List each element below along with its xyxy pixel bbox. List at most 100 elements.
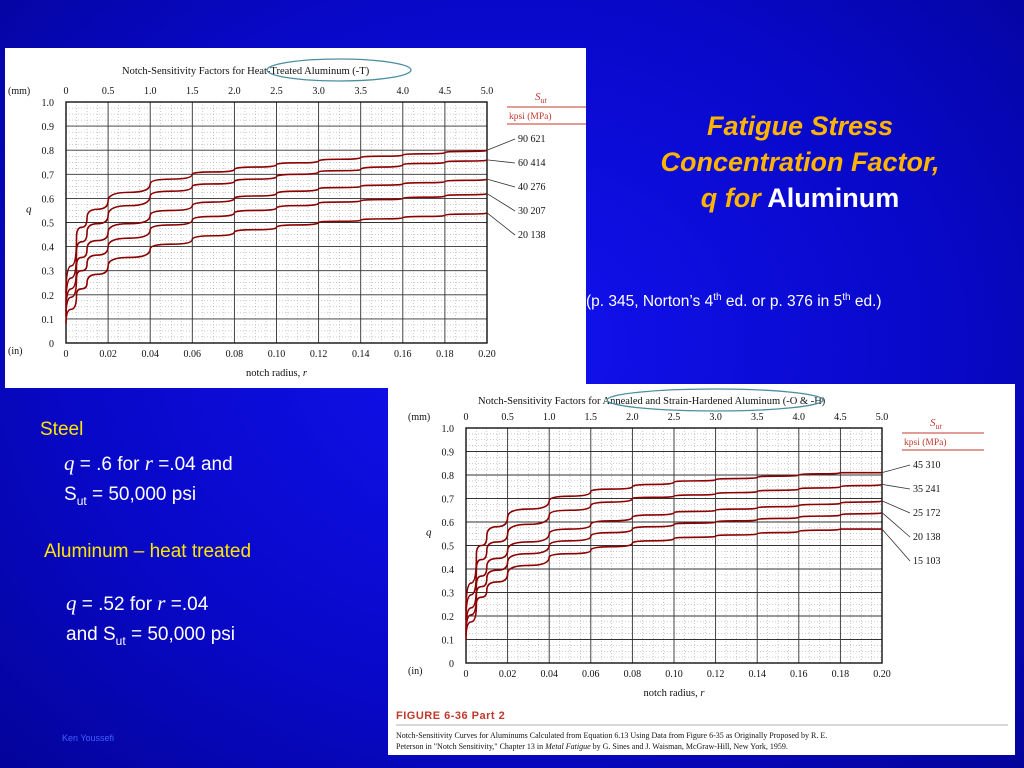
chart-annealed-svg: Notch-Sensitivity Factors for Annealed a…	[396, 388, 1008, 751]
bottom-tick-label: 0.10	[268, 349, 286, 360]
series-curve	[465, 500, 883, 631]
bottom-tick-label: 0	[464, 669, 469, 680]
x-axis-label-var: r	[303, 368, 308, 379]
bottom-tick-label: 0.10	[665, 669, 683, 680]
legend-leader-line	[881, 484, 911, 490]
al-sut-line: and Sut = 50,000 psi	[66, 624, 235, 648]
bottom-tick-label: 0.02	[499, 669, 517, 680]
top-tick-label: 5.0	[876, 412, 889, 423]
y-tick-label: 0.5	[42, 219, 55, 230]
legend-title-sub: ut	[541, 96, 548, 105]
y-tick-label: 1.0	[442, 424, 455, 435]
top-tick-label: 5.0	[481, 86, 494, 97]
plot-frame	[465, 427, 883, 664]
chart-title-prefix: Notch-Sensitivity Factors for	[478, 396, 603, 407]
top-axis-unit: (mm)	[408, 412, 430, 423]
al-q-line: q = .52 for r =.04	[66, 591, 208, 616]
bottom-tick-label: 0.06	[184, 349, 202, 360]
x-axis-label-text: notch radius,	[644, 688, 701, 699]
title-for: for	[717, 183, 761, 213]
y-tick-label: 1.0	[42, 98, 55, 109]
title-line-2: Concentration Factor,	[660, 147, 940, 177]
title-q: q	[700, 183, 718, 213]
legend-leader-line	[486, 193, 516, 212]
al-q-var: q	[66, 591, 77, 615]
top-tick-label: 2.5	[270, 86, 283, 97]
bottom-tick-label: 0.08	[624, 669, 642, 680]
title-line-1: Fatigue Stress	[706, 111, 894, 141]
legend-entry: 20 138	[913, 532, 941, 543]
steel-r-var: r	[144, 451, 153, 475]
top-tick-label: 3.0	[312, 86, 325, 97]
legend-title-S: S	[930, 417, 936, 429]
steel-heading: Steel	[40, 419, 84, 440]
bottom-tick-label: 0.06	[582, 669, 600, 680]
top-tick-label: 2.5	[668, 412, 681, 423]
bottom-tick-label: 0.20	[873, 669, 891, 680]
reference-post: ed.)	[850, 293, 882, 311]
al-sut-sub: ut	[115, 633, 126, 648]
bottom-tick-label: 0.16	[790, 669, 808, 680]
series-curve	[465, 528, 882, 640]
legend-header: kpsi (MPa)	[509, 111, 552, 122]
bottom-tick-label: 0.04	[141, 349, 159, 360]
top-tick-label: 3.5	[751, 412, 764, 423]
steel-sut-line: Sut = 50,000 psi	[64, 484, 196, 508]
legend-entry: 60 414	[518, 158, 546, 169]
series-curve	[65, 149, 488, 295]
bottom-axis-unit: (in)	[408, 666, 422, 677]
y-tick-label: 0.6	[42, 194, 55, 205]
legend-entry: 20 138	[518, 230, 546, 241]
legend-leader-line	[881, 464, 911, 474]
legend-leader-line	[486, 159, 516, 164]
caption-line-2-post: by G. Sines and J. Waisman, McGraw-Hill,…	[591, 742, 788, 751]
y-axis-label: q	[426, 527, 432, 539]
bottom-tick-label: 0.12	[310, 349, 328, 360]
y-tick-label: 0.3	[42, 267, 55, 278]
bottom-axis-unit: (in)	[8, 346, 22, 357]
legend-entry: 35 241	[913, 484, 941, 495]
legend-entry: 25 172	[913, 508, 941, 519]
x-axis-label-var: r	[700, 688, 705, 699]
top-tick-label: 1.5	[585, 412, 598, 423]
steel-q-line: q = .6 for r =.04 and	[64, 451, 233, 476]
chart-annealed: Notch-Sensitivity Factors for Annealed a…	[388, 384, 1015, 755]
bottom-tick-label: 0.14	[748, 669, 766, 680]
y-tick-label: 0.1	[42, 315, 55, 326]
x-axis-label: notch radius, r	[644, 688, 706, 699]
top-tick-label: 2.0	[626, 412, 639, 423]
top-tick-label: 0	[464, 412, 469, 423]
reference-pre: (p. 345, Norton’s 4	[586, 293, 714, 311]
y-tick-label: 0.9	[42, 122, 55, 133]
title-highlight-ellipse	[266, 58, 412, 82]
steel-sut-sub: ut	[76, 493, 87, 508]
top-tick-label: 0	[64, 86, 69, 97]
series-curve	[65, 192, 488, 317]
legend-entry: 15 103	[913, 556, 941, 567]
legend-leader-line	[486, 212, 516, 236]
reference-text: (p. 345, Norton’s 4th ed. or p. 376 in 5…	[586, 292, 1024, 311]
y-tick-label: 0.4	[42, 243, 55, 254]
legend-header: kpsi (MPa)	[904, 437, 947, 448]
series-curve	[465, 511, 883, 635]
top-tick-label: 1.0	[144, 86, 157, 97]
al-sut-text: = 50,000 psi	[125, 624, 236, 645]
plot-frame	[65, 101, 488, 344]
steel-sut-text: = 50,000 psi	[86, 484, 197, 505]
al-r-var: r	[157, 591, 166, 615]
series-curve	[65, 212, 488, 324]
steel-q-text: = .6 for	[74, 454, 145, 475]
figure-label: FIGURE 6-36 Part 2	[396, 710, 505, 722]
chart-title-prefix: Notch-Sensitivity Factors for	[122, 66, 247, 77]
legend-leader-line	[881, 528, 911, 562]
y-tick-label: 0.9	[442, 448, 455, 459]
top-tick-label: 3.5	[354, 86, 367, 97]
top-tick-label: 4.0	[793, 412, 806, 423]
legend-entry: 45 310	[913, 460, 941, 471]
top-tick-label: 1.0	[543, 412, 556, 423]
bottom-tick-label: 0.14	[352, 349, 370, 360]
legend-title-sub: ut	[936, 422, 943, 431]
legend-leader-line	[881, 512, 911, 538]
chart-heat-treated-svg: Notch-Sensitivity Factors for Heat-Treat…	[8, 58, 586, 379]
title-highlight-ellipse	[606, 388, 824, 412]
